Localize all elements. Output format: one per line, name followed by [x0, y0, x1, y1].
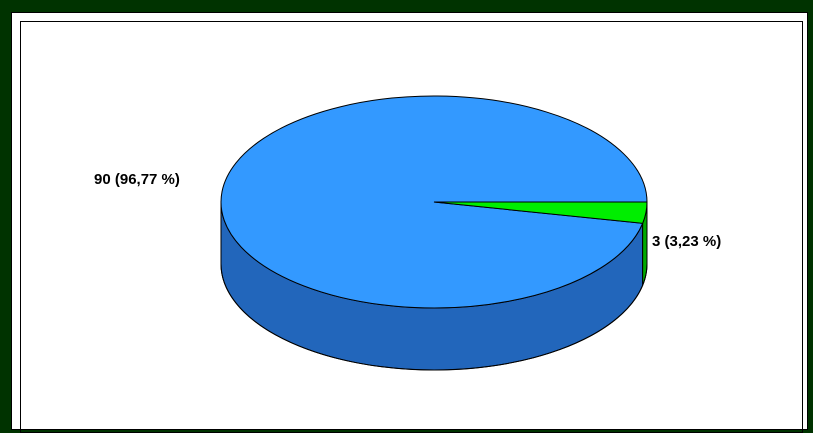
pie-rim-outline [220, 202, 648, 371]
data-label-slice-1: 90 (96,77 %) [94, 171, 180, 188]
data-label-slice-2: 3 (3,23 %) [652, 233, 721, 250]
pie-labels: 90 (96,77 %) 3 (3,23 %) [94, 171, 721, 250]
pie-layer [220, 95, 648, 371]
